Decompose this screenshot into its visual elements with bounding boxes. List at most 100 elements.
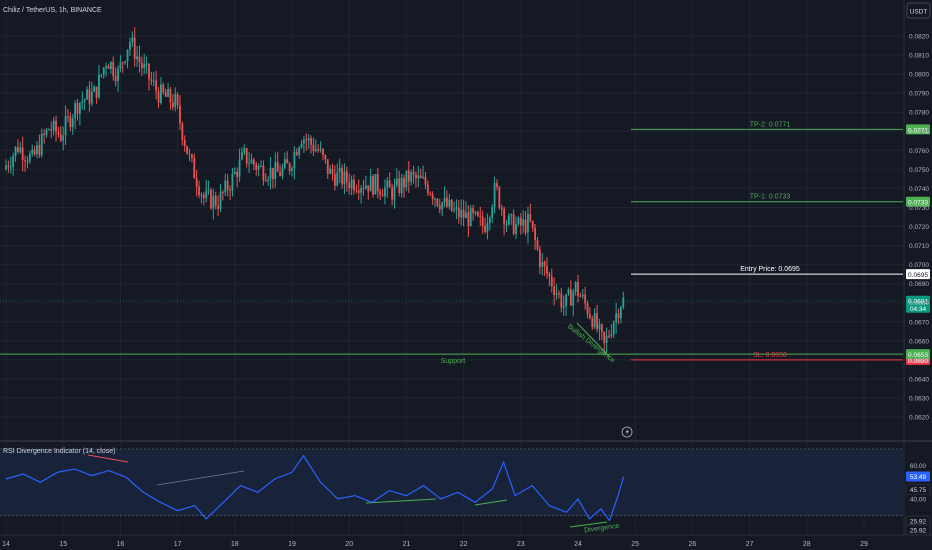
candle-body (81, 101, 84, 103)
candle-body (286, 159, 289, 164)
candle-body (186, 146, 189, 154)
candle-body (136, 56, 138, 60)
rsi-value-tag (905, 483, 931, 495)
candle-body (233, 171, 236, 174)
rsi-value-tag-text: 45.75 (910, 487, 927, 494)
candle-body (86, 89, 88, 100)
candle-body (226, 180, 229, 190)
candle-body (133, 37, 136, 60)
candle-body (355, 190, 358, 192)
candle-body (162, 84, 165, 93)
candle-body (288, 163, 291, 171)
candle-body (491, 207, 494, 218)
candle-body (260, 165, 262, 167)
candle-body (596, 313, 598, 330)
lightning-icon[interactable] (621, 426, 633, 438)
candle-body (324, 155, 327, 160)
chart-title: Chiliz / TetherUS, 1h, BINANCE (3, 7, 102, 14)
candle-body (562, 306, 565, 308)
candle-body (338, 167, 341, 173)
candle-body (424, 176, 427, 185)
rsi-bearish-divergence-line (87, 454, 129, 463)
level-price-tag (906, 269, 930, 280)
candle-body (124, 61, 127, 63)
candle-body (238, 159, 241, 177)
rsi-value-tag-text: 25.92 (910, 519, 927, 526)
candle-body (565, 294, 567, 307)
candle-body (405, 170, 408, 188)
candle-body (152, 80, 155, 82)
candle-body (376, 174, 379, 192)
candle-body (300, 143, 303, 148)
candle-body (345, 171, 348, 183)
rsi-value-tag-text: 53.49 (910, 474, 927, 481)
candle-body (7, 165, 10, 168)
candle-body (341, 167, 343, 185)
level-price-tag-text: 0.0733 (908, 200, 928, 207)
candle-body (205, 190, 208, 199)
candle-body (257, 166, 260, 170)
candle-body (605, 335, 608, 343)
time-axis-label: 28 (803, 541, 811, 548)
candle-body (555, 293, 558, 295)
candle-body (353, 179, 355, 191)
price-axis-label: 0.0780 (909, 110, 929, 117)
candle-body (465, 212, 467, 219)
level-label: Entry Price: 0.0695 (740, 266, 800, 273)
candle-body (145, 63, 148, 65)
candle-body (569, 289, 572, 306)
time-axis[interactable] (0, 535, 932, 550)
candle-body (102, 67, 105, 75)
candle-body (395, 178, 398, 186)
candle-body (524, 219, 527, 233)
candle-body (367, 185, 370, 192)
price-axis-label: 0.0810 (909, 53, 929, 60)
candle-body (479, 216, 482, 218)
candle-body (572, 292, 575, 306)
candle-body (343, 171, 346, 185)
candle-body (603, 331, 606, 343)
candle-body (598, 324, 601, 330)
candle-body (469, 208, 472, 226)
candle-body (581, 294, 584, 297)
candle-body (281, 167, 284, 176)
candle-body (431, 194, 434, 200)
time-axis-label: 14 (2, 541, 10, 548)
candle-body (593, 313, 596, 328)
candle-body (129, 42, 131, 50)
candle-body (610, 334, 613, 336)
currency-button[interactable] (906, 2, 931, 19)
candle-body (326, 159, 329, 174)
candle-body (179, 105, 181, 124)
candle-body (519, 217, 522, 226)
rsi-bullish-divergence-line (569, 521, 608, 528)
candle-body (331, 168, 334, 175)
candle-body (219, 191, 222, 209)
support-label: Support (441, 358, 466, 365)
candle-body (512, 214, 515, 234)
candle-body (374, 174, 377, 195)
candle-body (188, 153, 191, 155)
rsi-value-tag-text: 25.92 (910, 528, 927, 535)
time-axis-label: 29 (860, 541, 868, 548)
candle-body (269, 167, 272, 180)
rsi-bullish-divergence-line (365, 498, 437, 504)
candle-body (48, 129, 50, 131)
time-axis-label: 18 (231, 541, 239, 548)
candle-body (245, 148, 248, 164)
candle-body (295, 152, 298, 156)
candle-body (438, 205, 441, 210)
candle-body (329, 168, 332, 174)
candle-body (429, 193, 432, 195)
candle-body (212, 195, 215, 209)
candle-body (534, 227, 536, 241)
price-axis-label: 0.0690 (909, 281, 929, 288)
candle-body (422, 176, 424, 178)
candle-body (536, 240, 539, 250)
candle-body (369, 176, 372, 192)
price-axis-label: 0.0730 (909, 205, 929, 212)
support-price-tag-text: 0.0653 (908, 352, 928, 359)
candle-body (191, 154, 193, 158)
